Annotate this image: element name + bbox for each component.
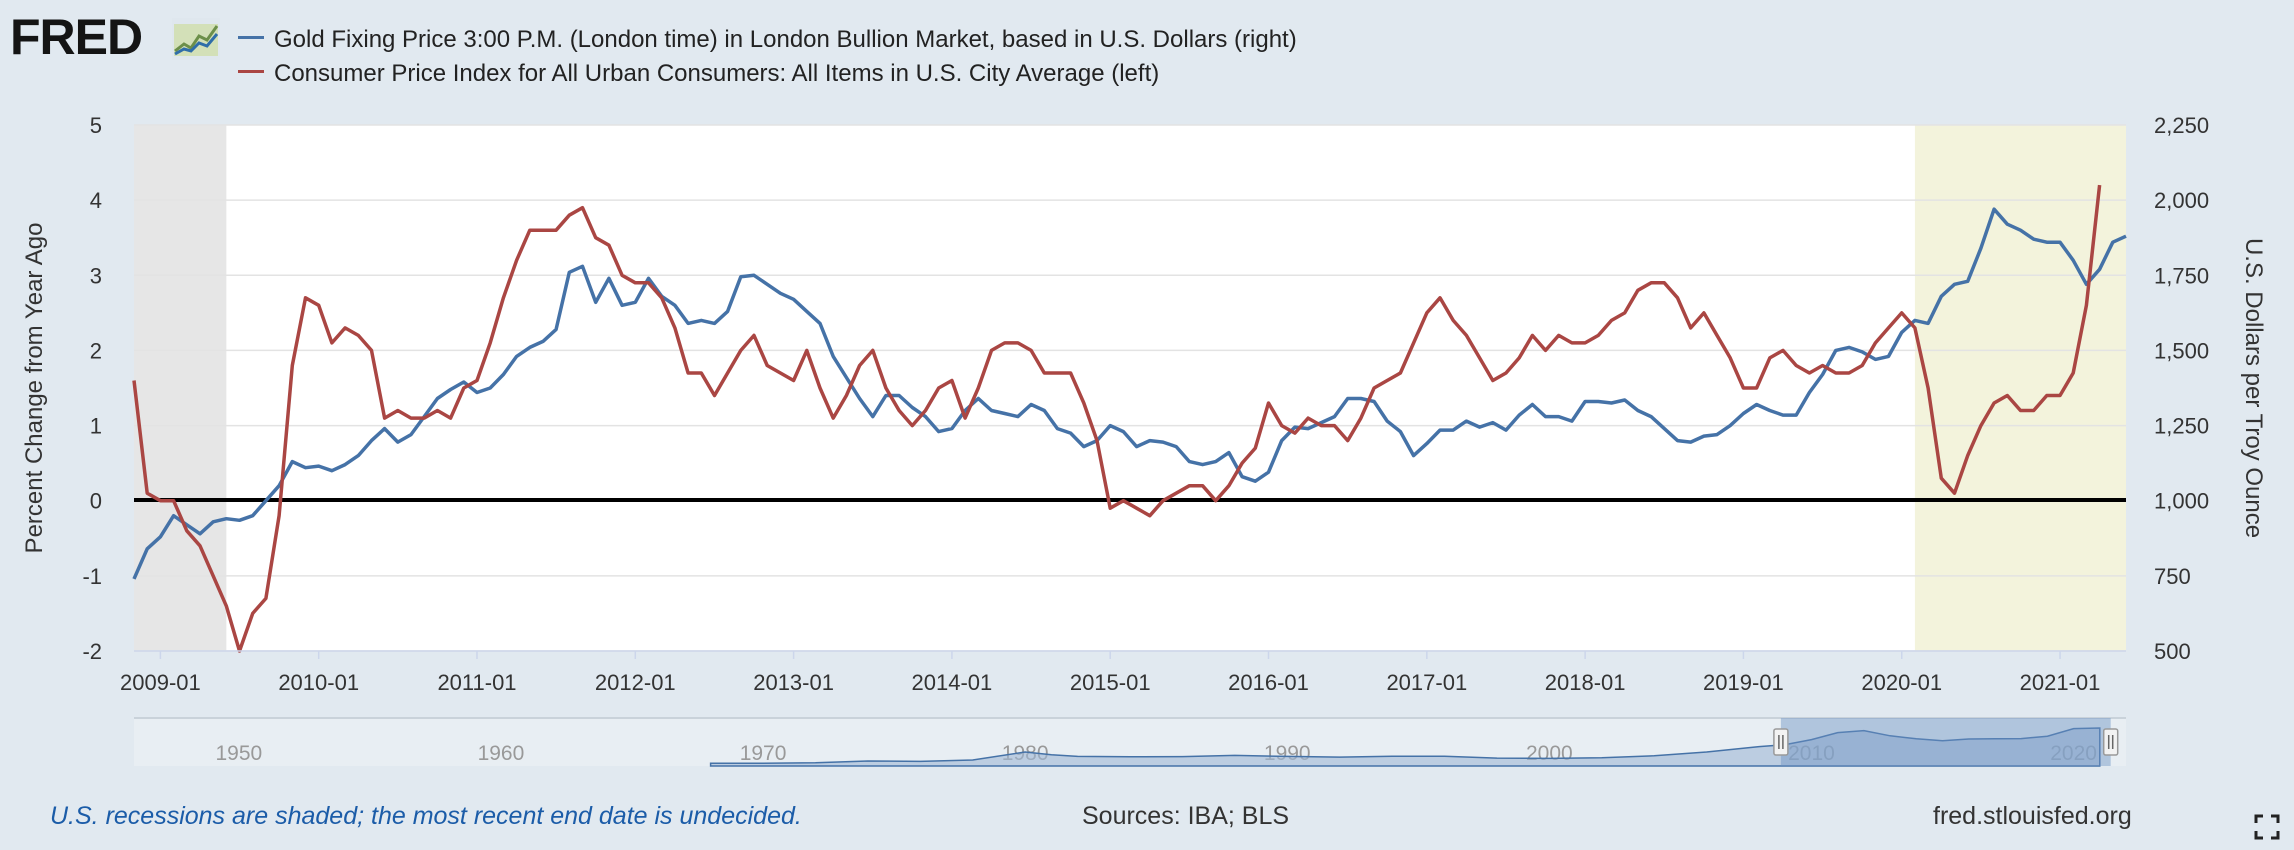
navigator-handle-grip[interactable] xyxy=(1773,728,1789,756)
sources-text: Sources: IBA; BLS xyxy=(1082,802,1290,830)
y-left-tick-label: 1 xyxy=(90,414,102,439)
recession-note: U.S. recessions are shaded; the most rec… xyxy=(50,802,802,830)
x-tick-label: 2021-01 xyxy=(2020,670,2101,695)
x-tick-label: 2014-01 xyxy=(912,670,993,695)
legend-label-cpi: Consumer Price Index for All Urban Consu… xyxy=(274,60,1160,87)
navigator-handle-left[interactable] xyxy=(1773,728,1789,756)
fullscreen-icon[interactable] xyxy=(2254,814,2280,840)
navigator-year-label: 1950 xyxy=(215,742,262,765)
recession-shade-0 xyxy=(134,125,227,651)
legend-swatch-gold xyxy=(238,36,264,40)
y-left-tick-label: -1 xyxy=(82,564,102,589)
x-tick-label: 2017-01 xyxy=(1386,670,1467,695)
x-tick-label: 2015-01 xyxy=(1070,670,1151,695)
chart[interactable]: 5 4 3 2 1 0 -1 -2 2,250 2,000 1,750 1,500 1,250 1,00… xyxy=(0,100,2294,700)
x-tick-label: 2011-01 xyxy=(437,670,516,695)
x-tick-label: 2016-01 xyxy=(1228,670,1309,695)
series-line-gold[interactable] xyxy=(132,207,2127,580)
x-tick-label: 2013-01 xyxy=(753,670,834,695)
fred-logo[interactable]: FRED xyxy=(10,9,143,65)
y-axis-left-title: Percent Change from Year Ago xyxy=(21,223,48,554)
y-right-tick-label: 1,250 xyxy=(2154,414,2209,439)
legend-item-cpi[interactable]: Consumer Price Index for All Urban Consu… xyxy=(238,62,1159,86)
range-navigator[interactable]: 19501960197019801990200020102020 xyxy=(0,710,2294,770)
legend-swatch-cpi xyxy=(238,70,264,74)
y-right-tick-label: 1,750 xyxy=(2154,263,2209,288)
plot-background xyxy=(134,125,2126,651)
y-left-tick-label: 3 xyxy=(90,263,102,288)
y-left-tick-label: 0 xyxy=(90,489,102,514)
legend-label-gold: Gold Fixing Price 3:00 P.M. (London time… xyxy=(274,26,1297,53)
x-tick-label: 2010-01 xyxy=(278,670,359,695)
series-line-cpi[interactable] xyxy=(132,184,2102,653)
y-right-tick-label: 2,000 xyxy=(2154,188,2209,213)
y-right-tick-label: 2,250 xyxy=(2154,113,2209,138)
y-left-tick-label: -2 xyxy=(82,639,102,664)
y-left-tick-label: 4 xyxy=(90,188,102,213)
navigator-year-label: 1960 xyxy=(478,742,525,765)
y-right-tick-label: 1,000 xyxy=(2154,489,2209,514)
x-tick-label: 2020-01 xyxy=(1861,670,1942,695)
navigator-handle-right[interactable] xyxy=(2102,728,2119,756)
navigator-handle-grip[interactable] xyxy=(2102,728,2119,756)
fred-mini-graph-icon xyxy=(172,18,220,60)
navigator-history-area xyxy=(709,727,2101,767)
y-left-tick-label: 5 xyxy=(90,113,102,138)
y-right-tick-label: 500 xyxy=(2154,639,2191,664)
x-tick-label: 2012-01 xyxy=(595,670,676,695)
x-tick-label: 2009-01 xyxy=(120,670,201,695)
navigator-year-label: 1970 xyxy=(740,742,787,765)
y-right-tick-label: 1,500 xyxy=(2154,338,2209,363)
legend-item-gold[interactable]: Gold Fixing Price 3:00 P.M. (London time… xyxy=(238,28,1297,52)
y-axis-right-title: U.S. Dollars per Troy Ounce xyxy=(2240,238,2267,538)
y-right-tick-label: 750 xyxy=(2154,564,2191,589)
x-tick-label: 2019-01 xyxy=(1703,670,1784,695)
y-left-tick-label: 2 xyxy=(90,338,102,363)
recession-shade-1 xyxy=(1914,125,2126,651)
x-tick-label: 2018-01 xyxy=(1545,670,1626,695)
navigator-selected-range[interactable] xyxy=(1780,718,2111,766)
site-link[interactable]: fred.stlouisfed.org xyxy=(1933,802,2132,830)
